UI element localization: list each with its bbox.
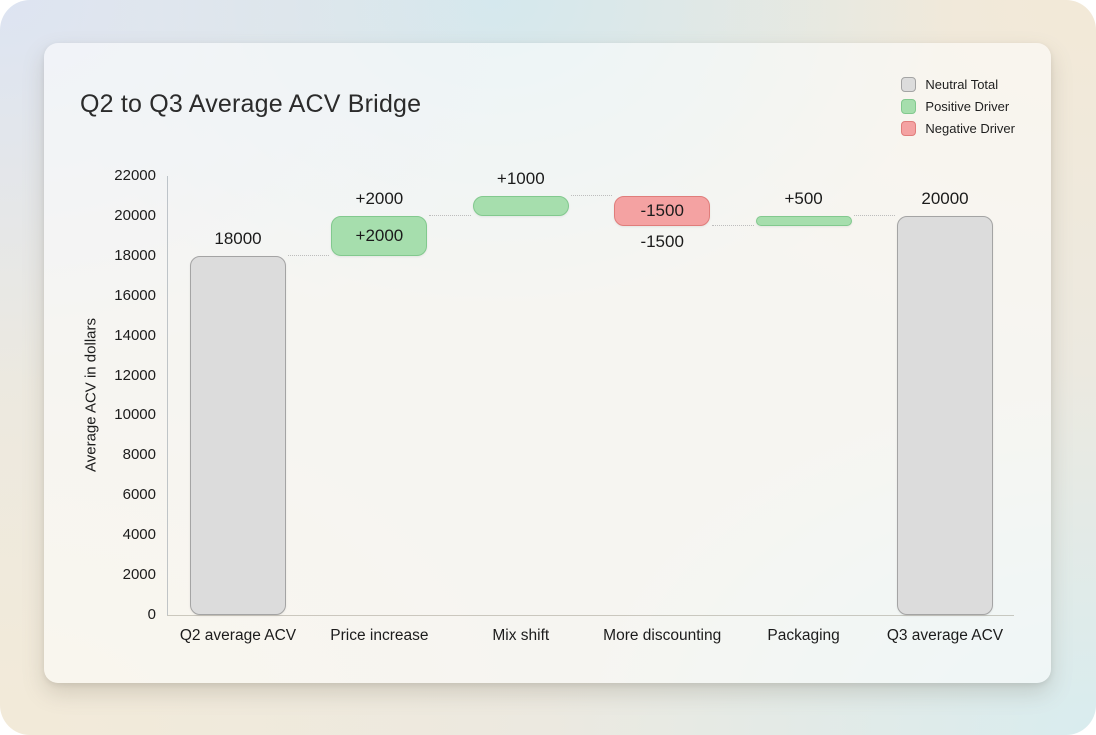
value-label-above-price-increase: +2000 xyxy=(355,188,404,208)
x-category-label-mix-shift: Mix shift xyxy=(492,627,550,644)
legend-item-positive-driver: Positive Driver xyxy=(901,99,1015,114)
x-category-label-q2-average-acv: Q2 average ACV xyxy=(179,627,297,644)
x-category-label-price-increase: Price increase xyxy=(330,627,429,644)
bar-mix-shift xyxy=(472,195,569,216)
y-tick-label: 16000 xyxy=(114,286,156,304)
y-tick-label: 22000 xyxy=(114,167,156,184)
bar-value-label-inside: +2000 xyxy=(355,225,404,245)
x-category-label-q3-average-acv: Q3 average ACV xyxy=(886,627,1004,644)
connector-more-discounting-to-packaging xyxy=(712,224,754,226)
connector-price-increase-to-mix-shift xyxy=(429,214,471,216)
legend-label: Negative Driver xyxy=(925,121,1015,136)
legend: Neutral Total Positive Driver Negative Dri… xyxy=(901,77,1015,136)
value-label-above-mix-shift: +1000 xyxy=(496,168,545,188)
bar-q3-average-acv xyxy=(897,215,993,615)
legend-label: Neutral Total xyxy=(925,77,999,92)
x-category-label-packaging: Packaging xyxy=(767,627,840,644)
chart-card: Q2 to Q3 Average ACV Bridge Neutral Tota… xyxy=(44,43,1051,683)
y-tick-label: 0 xyxy=(147,606,156,623)
connector-packaging-to-q3-average-acv xyxy=(853,214,895,216)
y-tick-label: 10000 xyxy=(114,406,156,424)
value-label-above-packaging: +500 xyxy=(784,188,823,208)
legend-item-neutral-total: Neutral Total xyxy=(901,77,1015,92)
bar-price-increase: +2000 xyxy=(331,215,428,256)
bar-value-label-inside: -1500 xyxy=(640,200,684,220)
legend-swatch-neutral-total xyxy=(901,77,917,92)
y-tick-label: 12000 xyxy=(114,366,156,384)
value-label-above-q2-average-acv: 18000 xyxy=(214,228,262,248)
y-tick-label: 14000 xyxy=(114,326,156,344)
legend-item-negative-driver: Negative Driver xyxy=(901,121,1015,136)
y-tick-label: 6000 xyxy=(122,486,156,504)
bar-q2-average-acv xyxy=(190,255,286,615)
plot-area: 0 2000 4000 6000 8000 10000 12000 14000 16000 180… xyxy=(114,167,1014,644)
y-tick-label: 2000 xyxy=(122,566,156,584)
y-tick-label: 8000 xyxy=(122,446,156,464)
y-tick-label: 18000 xyxy=(114,246,156,264)
y-tick-label: 4000 xyxy=(122,526,156,544)
chart-title: Q2 to Q3 Average ACV Bridge xyxy=(80,90,422,118)
connector-mix-shift-to-more-discounting xyxy=(570,194,613,196)
x-category-label-more-discounting: More discounting xyxy=(603,627,722,644)
legend-label: Positive Driver xyxy=(925,99,1010,114)
connector-q2-average-acv-to-price-increase xyxy=(288,254,330,256)
bar-more-discounting: -1500 xyxy=(614,195,711,226)
bar-packaging xyxy=(755,215,852,226)
legend-swatch-negative-driver xyxy=(901,121,917,136)
y-tick-label: 20000 xyxy=(114,206,156,224)
legend-swatch-positive-driver xyxy=(901,99,917,114)
value-label-below-more-discounting: -1500 xyxy=(640,231,684,251)
value-label-above-q3-average-acv: 20000 xyxy=(921,188,969,208)
